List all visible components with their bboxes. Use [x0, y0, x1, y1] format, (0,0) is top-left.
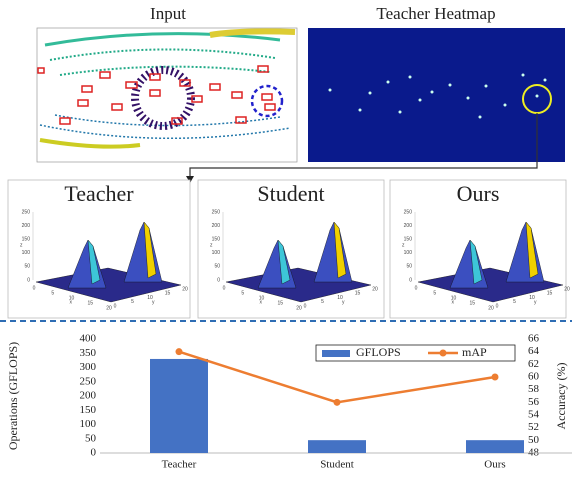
y-tick-label: 350	[80, 347, 97, 359]
y-tick-label: 150	[80, 404, 97, 416]
y2-tick-label: 64	[528, 345, 540, 357]
y-tick-label: 15	[355, 291, 361, 297]
x-tick-label: 15	[87, 300, 93, 306]
legend-swatch	[322, 350, 350, 357]
y-tick-label: 5	[321, 299, 324, 305]
x-tick-label: 0	[223, 285, 226, 291]
panel-title: Teacher	[64, 181, 134, 206]
x-tick-label: 5	[51, 290, 54, 296]
x-tick-label: Ours	[484, 459, 505, 471]
z-tick-label: 200	[22, 223, 31, 229]
y2-axis-label: Accuracy (%)	[554, 363, 568, 430]
z-tick-label: 0	[217, 277, 220, 283]
z-tick-label: 200	[212, 223, 221, 229]
x-tick-label: 20	[296, 305, 302, 311]
x-tick-label: 20	[488, 305, 494, 311]
y-tick-label: 300	[80, 361, 97, 373]
x-tick-label: 0	[33, 285, 36, 291]
legend-label: GFLOPS	[356, 345, 401, 359]
z-tick-label: 50	[406, 264, 412, 270]
y-tick-label: 20	[564, 286, 570, 292]
y2-tick-label: 56	[528, 396, 540, 408]
y-tick-label: 20	[182, 286, 188, 292]
x-tick-label: 20	[106, 305, 112, 311]
z-tick-label: 100	[212, 250, 221, 256]
panel-title: Ours	[457, 181, 500, 206]
z-tick-label: 150	[404, 237, 413, 243]
y-tick-label: 5	[513, 299, 516, 305]
line-marker	[176, 348, 183, 355]
y-tick-label: 5	[131, 299, 134, 305]
z-tick-label: 50	[214, 264, 220, 270]
panel-title: Student	[257, 181, 324, 206]
x-tick-label: 5	[241, 290, 244, 296]
z-tick-label: 50	[24, 264, 30, 270]
z-tick-label: 250	[404, 209, 413, 215]
figure: Input Teacher Heatmap T	[0, 0, 572, 502]
z-tick-label: 250	[22, 209, 31, 215]
y2-tick-label: 50	[528, 434, 540, 446]
y-tick-label: 20	[372, 286, 378, 292]
y2-tick-label: 62	[528, 358, 539, 370]
y-tick-label: 0	[91, 447, 97, 459]
y-tick-label: 0	[114, 303, 117, 309]
y-tick-label: 0	[496, 303, 499, 309]
y-tick-label: 50	[85, 432, 97, 444]
x-tick-label: 0	[415, 285, 418, 291]
y-tick-label: 15	[165, 291, 171, 297]
y-tick-label: 200	[80, 390, 97, 402]
y-tick-label: 0	[304, 303, 307, 309]
x-tick-label: 15	[277, 300, 283, 306]
z-tick-label: 100	[404, 250, 413, 256]
y2-tick-label: 60	[528, 371, 540, 383]
z-tick-label: 200	[404, 223, 413, 229]
y2-tick-label: 58	[528, 383, 540, 395]
y2-tick-label: 54	[528, 409, 540, 421]
y-axis-label: Operations (GFLOPS)	[6, 342, 20, 450]
y-tick-label: 100	[80, 418, 97, 430]
z-tick-label: 250	[212, 209, 221, 215]
x-tick-label: 15	[469, 300, 475, 306]
x-tick-label: Student	[320, 459, 354, 471]
y-tick-label: 400	[80, 333, 97, 345]
z-tick-label: 0	[27, 277, 30, 283]
z-tick-label: 150	[212, 237, 221, 243]
line-marker	[492, 374, 499, 381]
legend-label: mAP	[462, 345, 487, 359]
y-tick-label: 250	[80, 375, 97, 387]
z-tick-label: 0	[409, 277, 412, 283]
y2-tick-label: 52	[528, 421, 539, 433]
input-image	[37, 28, 297, 162]
legend-swatch	[440, 350, 447, 357]
y-tick-label: 15	[547, 291, 553, 297]
line-marker	[334, 399, 341, 406]
z-tick-label: 150	[22, 237, 31, 243]
bar	[150, 359, 208, 453]
x-tick-label: 5	[433, 290, 436, 296]
z-tick-label: 100	[22, 250, 31, 256]
panel-title: Input	[150, 4, 186, 23]
x-tick-label: Teacher	[162, 459, 197, 471]
y2-tick-label: 66	[528, 333, 540, 345]
panel-title: Teacher Heatmap	[376, 4, 495, 23]
bar	[308, 440, 366, 453]
bar	[466, 440, 524, 453]
